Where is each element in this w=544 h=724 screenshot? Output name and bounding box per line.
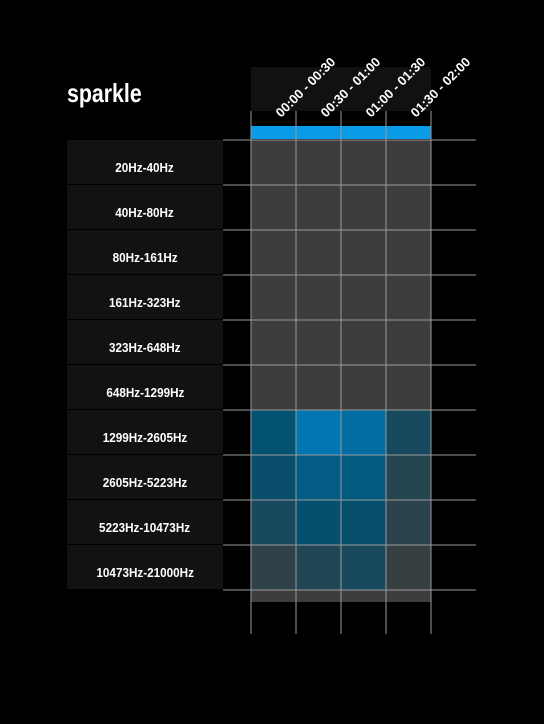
heatmap-cell xyxy=(251,365,296,410)
heatmap-cell xyxy=(296,275,341,320)
row-label: 648Hz-1299Hz xyxy=(67,365,223,410)
heatmap-cell xyxy=(386,275,431,320)
row-label-text: 2605Hz-5223Hz xyxy=(102,474,188,490)
row-label-panel: 20Hz-40Hz 40Hz-80Hz 80Hz-161Hz 161Hz-323Hz 3… xyxy=(67,140,223,590)
row-label-text: 5223Hz-10473Hz xyxy=(99,519,191,535)
heatmap-cell xyxy=(341,410,386,455)
heatmap-cell xyxy=(341,500,386,545)
row-label: 323Hz-648Hz xyxy=(67,320,223,365)
heatmap-cell xyxy=(251,545,296,590)
row-label-text: 10473Hz-21000Hz xyxy=(96,564,194,580)
heatmap-cell xyxy=(386,230,431,275)
heatmap-cell xyxy=(341,185,386,230)
row-label: 5223Hz-10473Hz xyxy=(67,500,223,545)
heatmap-cell xyxy=(341,455,386,500)
row-label-text: 1299Hz-2605Hz xyxy=(102,429,188,445)
row-label: 20Hz-40Hz xyxy=(67,140,223,185)
heatmap-cell xyxy=(386,455,431,500)
heatmap-cell xyxy=(386,185,431,230)
row-label-text: 40Hz-80Hz xyxy=(115,204,175,220)
heatmap-cell xyxy=(296,500,341,545)
row-label-text: 323Hz-648Hz xyxy=(109,339,181,355)
heatmap-cell xyxy=(341,365,386,410)
row-label: 161Hz-323Hz xyxy=(67,275,223,320)
heatmap-cell xyxy=(251,500,296,545)
heatmap-cell xyxy=(251,410,296,455)
heatmap-cell xyxy=(251,230,296,275)
heatmap-cell xyxy=(251,185,296,230)
heatmap-cell xyxy=(251,275,296,320)
chart-title: sparkle xyxy=(67,78,142,108)
heatmap-cell xyxy=(296,455,341,500)
heatmap-cell xyxy=(251,320,296,365)
heatmap-cell xyxy=(251,140,296,185)
row-label: 2605Hz-5223Hz xyxy=(67,455,223,500)
heatmap-cell xyxy=(341,140,386,185)
row-label: 80Hz-161Hz xyxy=(67,230,223,275)
heatmap-cell xyxy=(341,320,386,365)
heatmap-cell xyxy=(386,545,431,590)
heatmap-cell xyxy=(296,410,341,455)
heatmap-cell xyxy=(341,545,386,590)
row-label: 1299Hz-2605Hz xyxy=(67,410,223,455)
heatmap-cell xyxy=(296,365,341,410)
heatmap-cell xyxy=(386,365,431,410)
heatmap-cell xyxy=(386,410,431,455)
heatmap-cell xyxy=(341,275,386,320)
heatmap-cell xyxy=(296,185,341,230)
heatmap-cell xyxy=(296,230,341,275)
row-label-text: 80Hz-161Hz xyxy=(112,249,178,265)
heatmap-cell xyxy=(296,320,341,365)
column-header-bg xyxy=(251,67,431,111)
heatmap-cell xyxy=(296,140,341,185)
heatmap-cell xyxy=(296,545,341,590)
row-label-text: 648Hz-1299Hz xyxy=(105,384,185,400)
heatmap-cell xyxy=(341,230,386,275)
heatmap-cell xyxy=(251,455,296,500)
row-label-text: 20Hz-40Hz xyxy=(115,159,175,175)
row-label: 40Hz-80Hz xyxy=(67,185,223,230)
row-label: 10473Hz-21000Hz xyxy=(67,545,223,590)
heatmap-cell xyxy=(386,320,431,365)
heatmap-cell xyxy=(386,500,431,545)
row-label-text: 161Hz-323Hz xyxy=(109,294,181,310)
heatmap-cell xyxy=(386,140,431,185)
